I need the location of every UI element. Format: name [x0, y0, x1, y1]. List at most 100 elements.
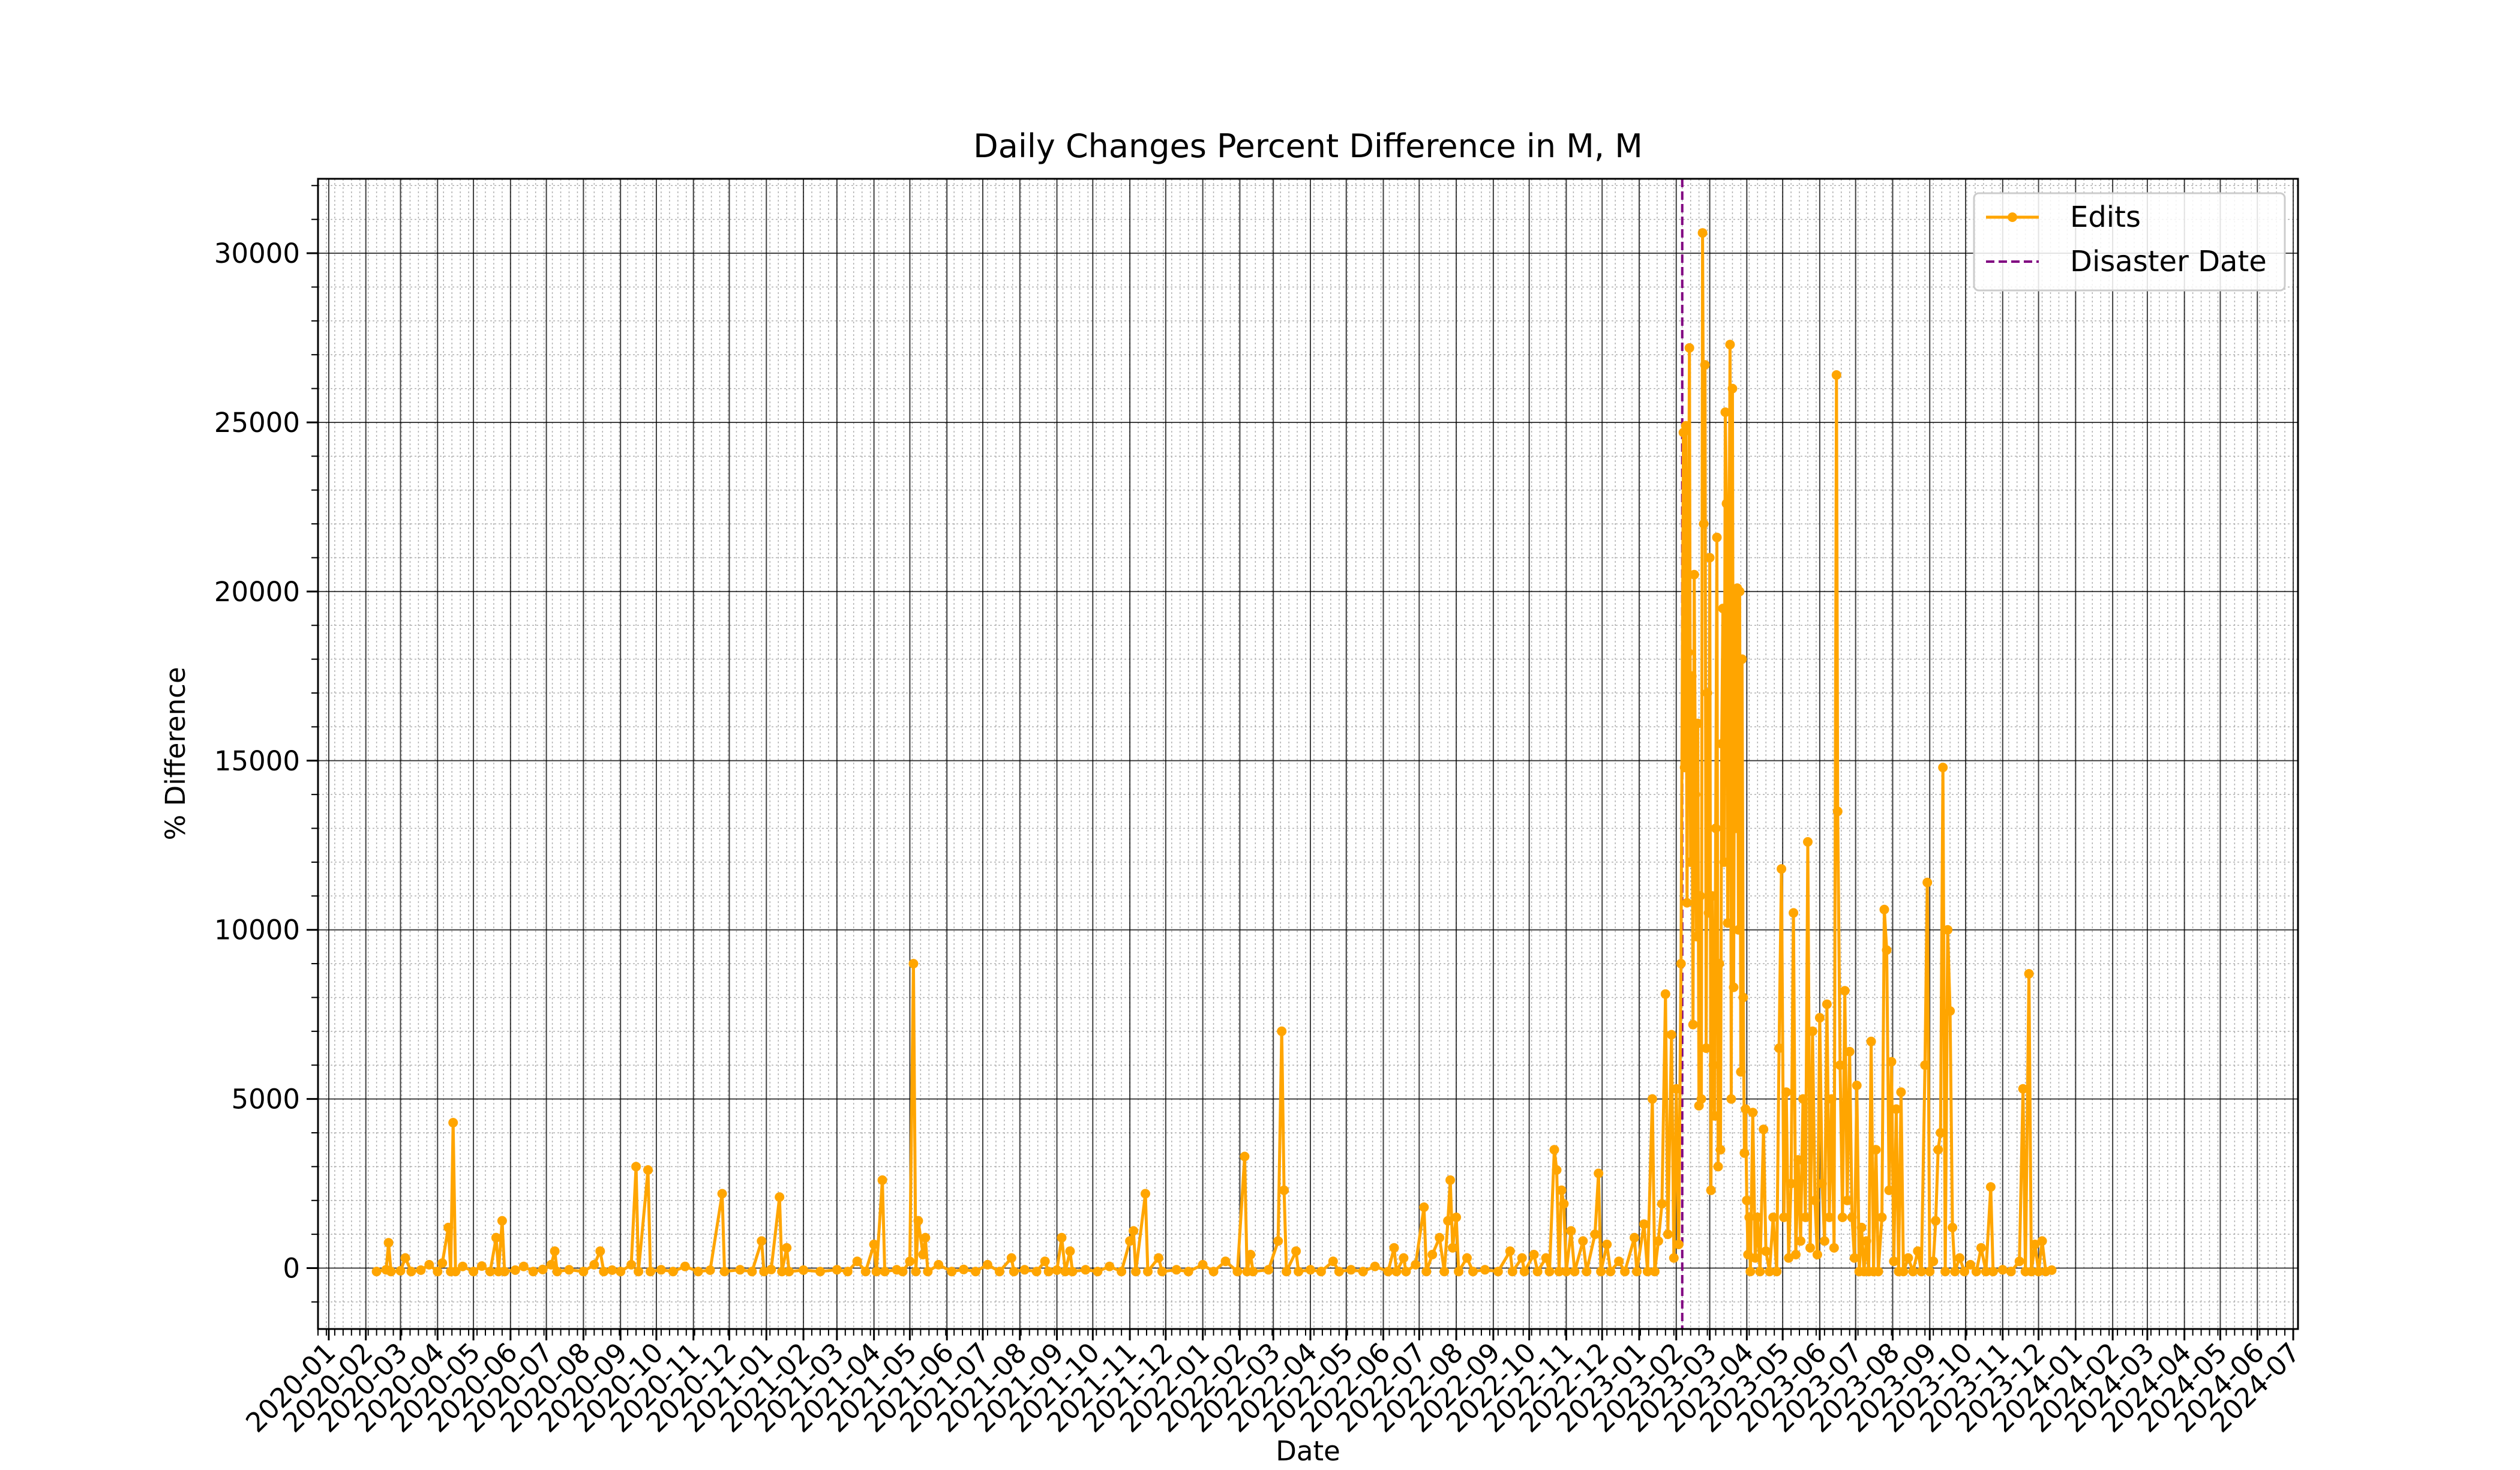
- series-point-edits: [1726, 1094, 1736, 1104]
- series-point-edits: [1793, 1155, 1803, 1165]
- series-point-edits: [1666, 1030, 1676, 1040]
- series-point-edits: [1282, 1267, 1292, 1277]
- series-point-edits: [400, 1253, 410, 1263]
- series-point-edits: [1690, 790, 1700, 800]
- series-point-edits: [1462, 1253, 1472, 1263]
- series-point-edits: [1715, 1145, 1726, 1155]
- series-point-edits: [1871, 1145, 1881, 1155]
- series-point-edits: [1590, 1229, 1600, 1240]
- series-point-edits: [1689, 569, 1699, 580]
- series-point-edits: [898, 1267, 908, 1277]
- series-point-edits: [386, 1267, 396, 1277]
- series-point-edits: [1246, 1250, 1256, 1259]
- series-point-edits: [1891, 1104, 1901, 1114]
- series-point-edits: [1801, 1212, 1810, 1222]
- series-point-edits: [395, 1266, 406, 1276]
- series-point-edits: [1660, 989, 1670, 999]
- series-point-edits: [1171, 1265, 1181, 1275]
- series-point-edits: [1810, 1195, 1820, 1205]
- series-point-edits: [1642, 1267, 1652, 1277]
- series-point-edits: [1988, 1267, 1998, 1277]
- series-point-edits: [626, 1259, 637, 1270]
- series-point-edits: [1676, 959, 1686, 969]
- minor-grid: [317, 179, 2298, 1329]
- series-point-edits: [1559, 1199, 1569, 1209]
- series-point-edits: [1157, 1267, 1167, 1277]
- series-point-edits: [1748, 1108, 1758, 1118]
- series-point-edits: [458, 1261, 468, 1271]
- y-tick-label: 15000: [214, 745, 300, 777]
- series-point-edits: [1232, 1267, 1243, 1277]
- series-point-edits: [1060, 1267, 1070, 1277]
- series-point-edits: [1943, 925, 1953, 935]
- series-point-edits: [1896, 1087, 1906, 1097]
- series-point-edits: [1632, 1267, 1642, 1277]
- series-point-edits: [1220, 1256, 1231, 1267]
- series-point-edits: [643, 1165, 653, 1175]
- series-point-edits: [1273, 1236, 1283, 1246]
- series-point-edits: [1683, 647, 1693, 658]
- series-point-edits: [1721, 499, 1732, 509]
- series-point-edits: [1399, 1253, 1409, 1263]
- series-point-edits: [1532, 1267, 1543, 1277]
- series-point-edits: [1814, 1013, 1825, 1023]
- series-point-edits: [2047, 1265, 2057, 1275]
- y-tick-label: 30000: [214, 238, 300, 269]
- series-point-edits: [1925, 1267, 1935, 1277]
- series-point-edits: [1889, 1256, 1899, 1267]
- series-point-edits: [1052, 1265, 1062, 1275]
- series-point-edits: [656, 1265, 666, 1275]
- series-point-edits: [1578, 1236, 1588, 1246]
- series-point-edits: [510, 1265, 520, 1275]
- series-point-edits: [1718, 604, 1728, 614]
- series-point-edits: [1844, 1046, 1855, 1057]
- series-point-edits: [880, 1267, 890, 1277]
- series-point-edits: [1717, 739, 1727, 749]
- series-point-edits: [1744, 1212, 1754, 1222]
- series-point-edits: [1129, 1226, 1139, 1236]
- series-point-edits: [2037, 1236, 2047, 1246]
- series-point-edits: [1997, 1265, 2008, 1275]
- series-point-edits: [1940, 1267, 1951, 1277]
- series-point-edits: [680, 1261, 690, 1271]
- series-point-edits: [1687, 671, 1697, 681]
- series-point-edits: [1389, 1243, 1399, 1253]
- series-point-edits: [550, 1246, 560, 1256]
- series-point-edits: [1928, 1256, 1939, 1267]
- series-point-edits: [1753, 1212, 1763, 1222]
- legend-box: [1973, 192, 2286, 292]
- series-point-edits: [1081, 1265, 1091, 1275]
- series-point-edits: [1705, 553, 1715, 563]
- series-point-edits: [1702, 688, 1712, 698]
- series-point-edits: [1673, 1240, 1684, 1249]
- series-point-edits: [1743, 1250, 1753, 1259]
- series-point-edits: [908, 959, 919, 969]
- series-point-edits: [406, 1267, 416, 1277]
- series-point-edits: [1805, 1243, 1815, 1253]
- series-point-edits: [852, 1256, 862, 1267]
- series-point-edits: [1681, 421, 1691, 431]
- series-point-edits: [1419, 1202, 1429, 1212]
- series-point-edits: [1480, 1265, 1490, 1275]
- series-point-edits: [1552, 1165, 1562, 1175]
- series-point-edits: [1856, 1222, 1867, 1232]
- series-point-edits: [564, 1265, 574, 1275]
- series-point-edits: [1208, 1267, 1219, 1277]
- series-point-edits: [759, 1267, 769, 1277]
- series-point-edits: [1922, 877, 1933, 887]
- series-point-edits: [437, 1258, 448, 1268]
- series-point-edits: [1093, 1267, 1103, 1277]
- series-point-edits: [1725, 340, 1735, 350]
- series-point-edits: [1832, 806, 1843, 817]
- series-point-edits: [589, 1259, 599, 1270]
- series-point-edits: [1468, 1267, 1478, 1277]
- series-point-edits: [616, 1267, 626, 1277]
- series-point-edits: [1711, 823, 1721, 833]
- series-point-edits: [860, 1267, 871, 1277]
- series-point-edits: [923, 1267, 933, 1277]
- series-point-edits: [1493, 1267, 1503, 1277]
- series-point-edits: [578, 1267, 589, 1277]
- series-point-edits: [1183, 1267, 1193, 1277]
- series-point-edits: [1131, 1267, 1141, 1277]
- series-point-edits: [1759, 1124, 1769, 1135]
